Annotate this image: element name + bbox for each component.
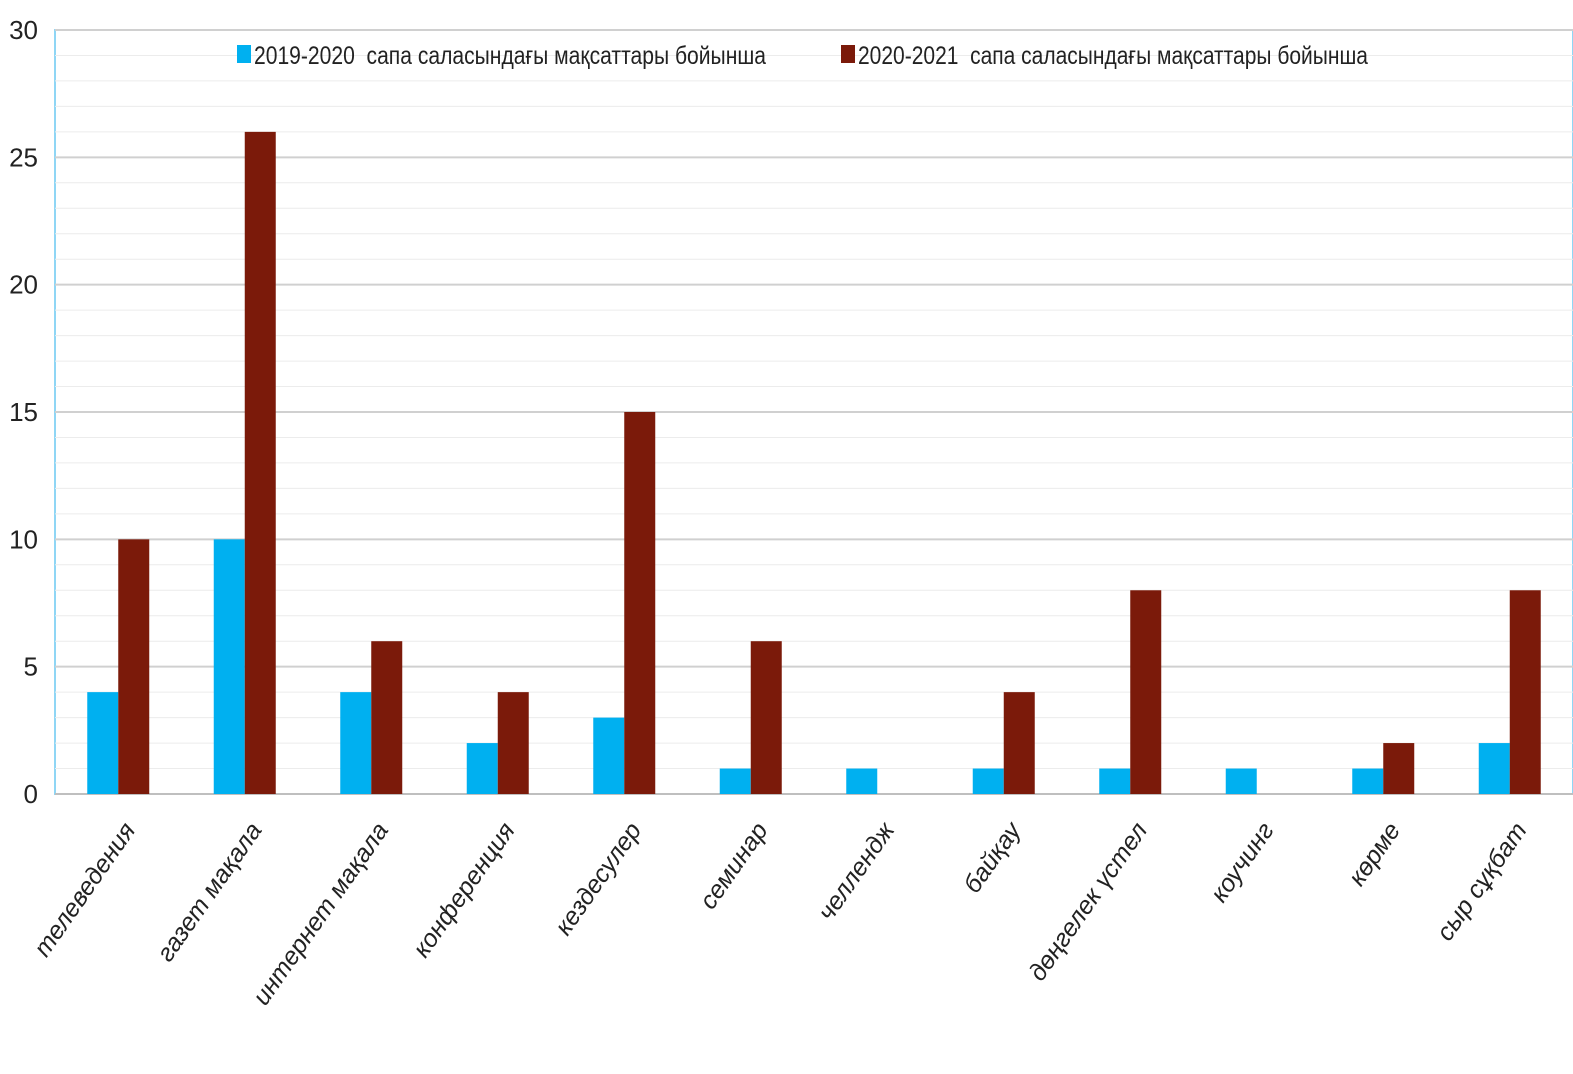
- bar-series-2: [371, 641, 403, 794]
- legend-swatch-series-1: [237, 45, 251, 63]
- x-category-label: дөңгелек үстел: [1023, 817, 1153, 986]
- bar-series-2: [750, 641, 782, 794]
- bars: [87, 131, 1541, 794]
- bar-series-1: [1478, 743, 1510, 794]
- x-category-label: газет мақала: [151, 817, 267, 966]
- bar-series-1: [213, 539, 245, 794]
- legend-label-series-1: 2019-2020 сапа саласындағы мақсаттары бо…: [254, 42, 766, 70]
- bar-series-1: [846, 768, 878, 794]
- bar-series-2: [244, 131, 276, 794]
- legend-swatch-series-2: [841, 45, 855, 63]
- x-category-label: телеведения: [28, 817, 141, 961]
- bar-series-1: [593, 717, 625, 794]
- x-category-label: конференция: [407, 817, 520, 962]
- x-category-label: коучинг: [1205, 817, 1280, 907]
- bar-series-1: [340, 692, 372, 794]
- bar-series-1: [1352, 768, 1384, 794]
- bar-series-2: [1509, 590, 1541, 794]
- x-category-label: байқау: [958, 816, 1027, 898]
- bar-series-2: [624, 412, 656, 794]
- x-category-label: кездесулер: [549, 817, 647, 940]
- y-tick-label: 30: [9, 15, 38, 45]
- bar-series-1: [719, 768, 751, 794]
- bar-series-2: [1383, 743, 1415, 794]
- x-category-label: челлендж: [812, 816, 901, 926]
- x-category-label: сыр сұқбат: [1431, 817, 1533, 946]
- y-tick-label: 15: [9, 397, 38, 427]
- y-tick-label: 0: [24, 779, 38, 809]
- y-axis-ticks: 0 5 10 15 20 25 30: [9, 15, 38, 809]
- bar-series-1: [972, 768, 1004, 794]
- bar-series-2: [118, 539, 150, 794]
- bar-series-1: [1099, 768, 1131, 794]
- x-category-label: интернет мақала: [247, 817, 394, 1010]
- legend-label-series-2: 2020-2021 сапа саласындағы мақсаттары бо…: [858, 42, 1368, 70]
- bar-series-1: [1225, 768, 1257, 794]
- bar-series-1: [466, 743, 498, 794]
- bar-series-2: [1130, 590, 1162, 794]
- y-tick-label: 5: [24, 652, 38, 682]
- x-category-label: көрме: [1343, 817, 1406, 891]
- bar-series-1: [87, 692, 119, 794]
- legend: 2019-2020 сапа саласындағы мақсаттары бо…: [237, 42, 1368, 70]
- x-category-label: семинар: [694, 817, 774, 914]
- y-tick-label: 25: [9, 142, 38, 172]
- y-tick-label: 10: [9, 524, 38, 554]
- bar-series-2: [497, 692, 529, 794]
- bar-series-2: [1003, 692, 1035, 794]
- y-tick-label: 20: [9, 270, 38, 300]
- gridlines: [55, 29, 1573, 770]
